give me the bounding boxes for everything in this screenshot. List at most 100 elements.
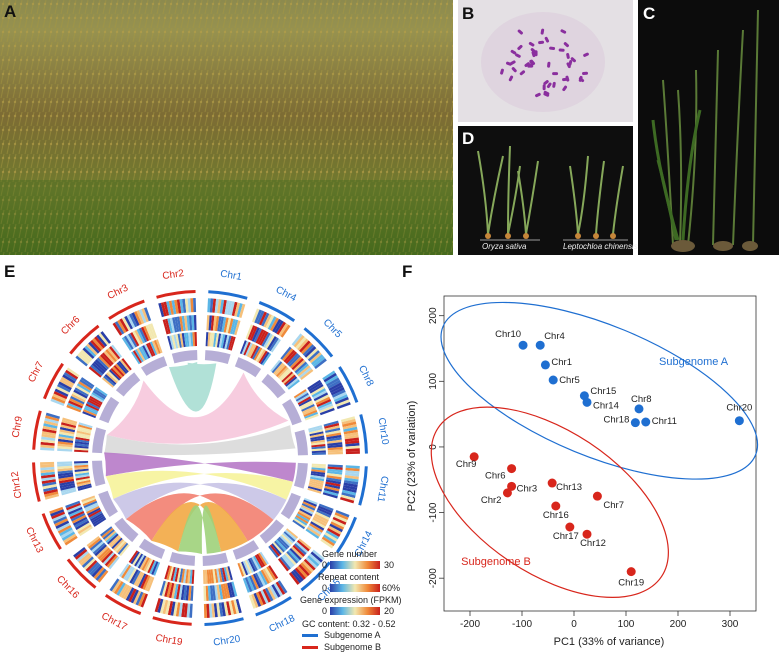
heatmap-cell xyxy=(260,569,270,584)
heatmap-cell xyxy=(301,404,315,412)
chromosome-label: Chr7 xyxy=(26,360,46,385)
legend-gene-number-max: 30 xyxy=(384,560,395,570)
heatmap-cell xyxy=(123,335,134,350)
heatmap-cell xyxy=(326,377,340,387)
chromosome-mark xyxy=(519,70,526,76)
heatmap-cell xyxy=(179,333,184,348)
heatmap-cell xyxy=(324,425,340,431)
heatmap-cell xyxy=(309,383,324,394)
heatmap-cell xyxy=(306,348,319,360)
heatmap-cell xyxy=(57,463,73,467)
heatmap-cell xyxy=(294,516,308,526)
heatmap-cell xyxy=(166,301,172,316)
heatmap-cell xyxy=(322,370,336,381)
heatmap-cell xyxy=(93,388,107,398)
photo-seedlings xyxy=(458,126,633,255)
heatmap-cell xyxy=(53,516,68,525)
heatmap-cell xyxy=(229,582,235,598)
heatmap-cell xyxy=(255,591,264,606)
heatmap-cell xyxy=(52,393,67,402)
synteny-ribbon xyxy=(178,505,222,554)
gc-content-track xyxy=(280,492,301,520)
data-point xyxy=(734,416,744,426)
heatmap-cell xyxy=(169,317,176,333)
heatmap-cell xyxy=(327,449,343,453)
heatmap-cell xyxy=(181,602,186,618)
heatmap-cell xyxy=(310,439,325,444)
chromosome-ideogram xyxy=(69,324,100,355)
heatmap-cell xyxy=(160,302,167,317)
heatmap-cell xyxy=(50,398,65,407)
heatmap-cell xyxy=(71,514,87,524)
heatmap-cell xyxy=(305,528,320,539)
heatmap-cell xyxy=(102,551,115,565)
chromosome-mark xyxy=(565,75,570,82)
heatmap-cell xyxy=(138,347,147,361)
heatmap-cell xyxy=(276,321,287,335)
heatmap-cell xyxy=(78,552,91,564)
heatmap-cell xyxy=(309,480,324,486)
heatmap-cell xyxy=(343,429,358,435)
heatmap-cell xyxy=(334,396,349,405)
heatmap-cell xyxy=(283,374,296,386)
heatmap-cell xyxy=(60,485,76,491)
heatmap-cell xyxy=(221,602,226,617)
heatmap-cell xyxy=(220,583,226,600)
heatmap-cell xyxy=(313,515,328,525)
heatmap-cell xyxy=(247,325,256,341)
chromosome-mark xyxy=(563,42,569,48)
heatmap-cell xyxy=(105,532,118,543)
heatmap-cell xyxy=(331,519,346,528)
point-label: Chr2 xyxy=(481,495,502,506)
heatmap-cell xyxy=(317,507,332,516)
heatmap-cell xyxy=(213,332,217,348)
heatmap-cell xyxy=(333,514,348,523)
heatmap-cell xyxy=(264,567,275,582)
heatmap-cell xyxy=(208,603,213,618)
heatmap-cell xyxy=(163,301,170,316)
heatmap-cell xyxy=(65,369,79,380)
heatmap-cell xyxy=(188,585,192,601)
heatmap-cell xyxy=(111,579,122,593)
heatmap-cell xyxy=(311,441,326,446)
heatmap-cell xyxy=(62,374,76,384)
heatmap-cell xyxy=(101,550,114,564)
chromosome-mark xyxy=(566,62,571,69)
heatmap-cell xyxy=(311,467,326,471)
heatmap-cell xyxy=(103,375,116,387)
heatmap-cell xyxy=(345,451,360,455)
heatmap-cell xyxy=(57,467,73,472)
heatmap-cell xyxy=(209,298,214,313)
heatmap-cell xyxy=(207,585,212,601)
group-ellipse xyxy=(440,301,759,480)
heatmap-cell xyxy=(170,601,176,616)
heatmap-cell xyxy=(112,538,124,551)
gc-content-track xyxy=(259,519,285,544)
chromosome-mark xyxy=(531,51,536,58)
heatmap-cell xyxy=(123,565,134,580)
heatmap-cell xyxy=(250,574,260,590)
heatmap-cell xyxy=(104,553,117,567)
heatmap-cell xyxy=(310,521,325,531)
heatmap-cell xyxy=(302,560,314,573)
heatmap-cell xyxy=(77,524,92,535)
chromosome-mark xyxy=(517,29,523,35)
heatmap-cell xyxy=(44,493,60,500)
heatmap-cell xyxy=(268,337,279,352)
heatmap-cell xyxy=(66,367,80,378)
heatmap-cell xyxy=(313,392,329,402)
heatmap-cell xyxy=(252,346,261,360)
heatmap-cell xyxy=(317,505,333,514)
heatmap-cell xyxy=(211,332,215,347)
heatmap-cell xyxy=(274,320,284,334)
heatmap-cell xyxy=(96,334,108,347)
chromosome-mark xyxy=(511,67,517,73)
heatmap-cell xyxy=(121,336,132,351)
heatmap-cell xyxy=(231,581,238,597)
heatmap-cell xyxy=(131,351,141,365)
heatmap-cell xyxy=(205,332,209,347)
chromosome-ideogram xyxy=(156,290,196,299)
heatmap-cell xyxy=(269,544,281,557)
heatmap-cell xyxy=(80,554,93,566)
chromosome-mark xyxy=(508,75,514,82)
